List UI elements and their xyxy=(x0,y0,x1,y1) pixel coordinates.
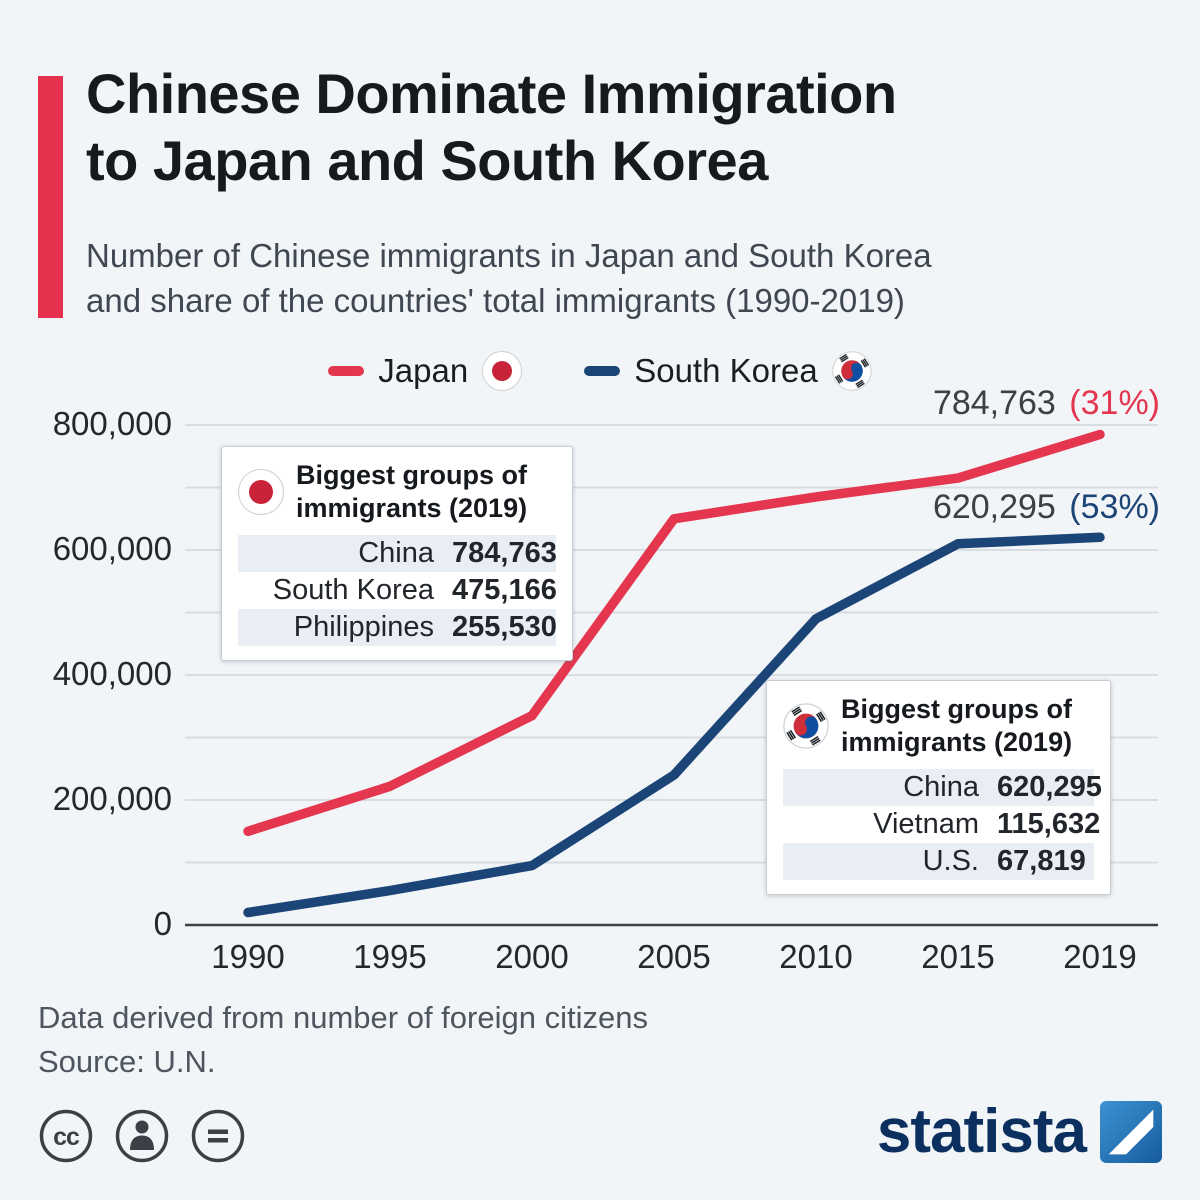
japan-callout-table: China 784,763 South Korea 475,166 Philip… xyxy=(238,534,557,646)
south-korea-callout: Biggest groups of immigrants (2019) China… xyxy=(766,680,1111,895)
subtitle-line-1: Number of Chinese immigrants in Japan an… xyxy=(86,237,932,274)
row-value: 620,295 xyxy=(997,770,1102,803)
x-axis-tick: 1990 xyxy=(211,938,285,975)
japan-callout-header: Biggest groups of immigrants (2019) xyxy=(238,459,556,525)
japan-end-value: 784,763 xyxy=(932,384,1056,422)
callout-title-line: immigrants (2019) xyxy=(841,726,1073,757)
south-korea-line xyxy=(243,532,1105,918)
row-country: U.S. xyxy=(922,844,979,877)
callout-title-line: Biggest groups of xyxy=(841,694,1072,724)
series-lines xyxy=(243,429,1105,918)
south-korea-flag-icon xyxy=(831,351,872,391)
south-korea-line-swatch xyxy=(584,366,621,376)
japan-share-label: (31%) xyxy=(1069,384,1160,422)
row-country: Vietnam xyxy=(873,807,979,840)
callout-title-line: immigrants (2019) xyxy=(296,492,528,523)
title-line-2: to Japan and South Korea xyxy=(86,129,768,193)
license-badges: cc xyxy=(38,1108,246,1164)
x-axis-tick: 2010 xyxy=(779,938,853,975)
attribution-icon xyxy=(114,1108,170,1164)
japan-end-annotation: 784,763 (31%) xyxy=(933,384,1160,423)
statista-logo: statista xyxy=(877,1096,1162,1167)
japan-callout: Biggest groups of immigrants (2019) China… xyxy=(221,446,573,661)
y-axis-tick: 0 xyxy=(153,905,172,942)
legend-label-south-korea: South Korea xyxy=(634,352,818,389)
legend-label-japan: Japan xyxy=(378,352,469,389)
y-axis-tick: 800,000 xyxy=(52,405,172,442)
row-value: 255,530 xyxy=(452,610,557,643)
south-korea-callout-title: Biggest groups of immigrants (2019) xyxy=(841,693,1072,759)
japan-flag-icon xyxy=(238,468,284,515)
row-country: Philippines xyxy=(293,610,434,643)
callout-title-line: Biggest groups of xyxy=(296,460,527,490)
x-axis-tick: 2015 xyxy=(921,938,995,975)
japan-line xyxy=(243,429,1105,837)
table-row: China 620,295 xyxy=(783,768,1102,806)
legend-item-japan: Japan xyxy=(328,351,523,391)
table-row: China 784,763 xyxy=(238,534,557,572)
table-row: U.S. 67,819 xyxy=(783,842,1094,880)
row-value: 115,632 xyxy=(997,807,1101,840)
no-derivatives-icon xyxy=(190,1108,246,1164)
row-country: China xyxy=(903,770,979,803)
y-axis-tick: 400,000 xyxy=(52,655,172,692)
statista-logo-mark xyxy=(1100,1100,1162,1163)
x-axis-tick: 2000 xyxy=(495,938,569,975)
chart-subtitle: Number of Chinese immigrants in Japan an… xyxy=(86,234,932,323)
table-row: Philippines 255,530 xyxy=(238,608,557,646)
south-korea-callout-table: China 620,295 Vietnam 115,632 U.S. 67,81… xyxy=(783,768,1102,880)
japan-callout-title: Biggest groups of immigrants (2019) xyxy=(296,459,527,525)
y-axis-tick: 600,000 xyxy=(52,530,172,567)
x-axis-tick: 2019 xyxy=(1063,938,1137,975)
cc-glyph: cc xyxy=(53,1123,80,1151)
legend-item-south-korea: South Korea xyxy=(584,351,872,391)
y-axis-tick: 200,000 xyxy=(52,780,172,817)
row-value: 475,166 xyxy=(452,573,557,606)
row-country: China xyxy=(358,536,434,569)
subtitle-line-2: and share of the countries' total immigr… xyxy=(86,281,905,319)
south-korea-end-value: 620,295 xyxy=(932,488,1056,526)
south-korea-callout-header: Biggest groups of immigrants (2019) xyxy=(783,693,1094,759)
creative-commons-icon: cc xyxy=(38,1108,94,1164)
south-korea-flag-icon xyxy=(783,703,829,749)
row-value: 67,819 xyxy=(997,844,1086,877)
title-line-1: Chinese Dominate Immigration xyxy=(86,62,897,125)
row-country: South Korea xyxy=(272,573,434,606)
table-row: Vietnam 115,632 xyxy=(783,806,1100,843)
data-note: Data derived from number of foreign citi… xyxy=(38,1000,648,1035)
title-accent-bar xyxy=(38,76,63,318)
japan-line-swatch xyxy=(328,366,365,376)
source-note: Source: U.N. xyxy=(38,1044,216,1079)
table-row: South Korea 475,166 xyxy=(238,572,557,609)
x-axis-tick: 2005 xyxy=(637,938,711,975)
south-korea-share-label: (53%) xyxy=(1069,488,1160,526)
statista-logo-text: statista xyxy=(876,1097,1087,1166)
x-axis-tick: 1995 xyxy=(353,938,427,975)
south-korea-end-annotation: 620,295 (53%) xyxy=(933,488,1160,527)
row-value: 784,763 xyxy=(452,536,557,569)
chart-legend: Japan South Korea xyxy=(0,351,1200,391)
chart-title: Chinese Dominate Immigration to Japan and… xyxy=(86,60,897,194)
japan-flag-icon xyxy=(482,351,523,391)
